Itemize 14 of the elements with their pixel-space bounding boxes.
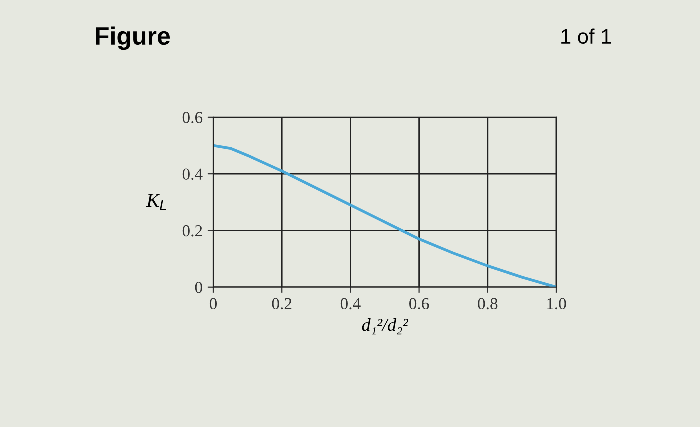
y-tick-label: 0.4 [182, 168, 203, 180]
x-tick-label: 0.6 [410, 298, 430, 310]
x-axis-title: d₁²/d₂² [362, 318, 408, 335]
x-tick-label: 0.8 [478, 298, 498, 310]
x-tick-label: 0.4 [340, 298, 361, 310]
x-tick-label: 0.2 [272, 298, 292, 310]
y-tick-label: 0 [195, 282, 202, 294]
chart-title: Figure [96, 26, 170, 50]
y-tick-label: 0.6 [182, 112, 203, 124]
y-tick-label: 0.2 [182, 225, 202, 237]
text: 1 of 1 [562, 28, 612, 44]
y-axis-title: K$_{L}$ [146, 194, 166, 210]
x-tick-label: 0 [210, 298, 218, 310]
x-tick-label: 1.0 [548, 298, 566, 310]
